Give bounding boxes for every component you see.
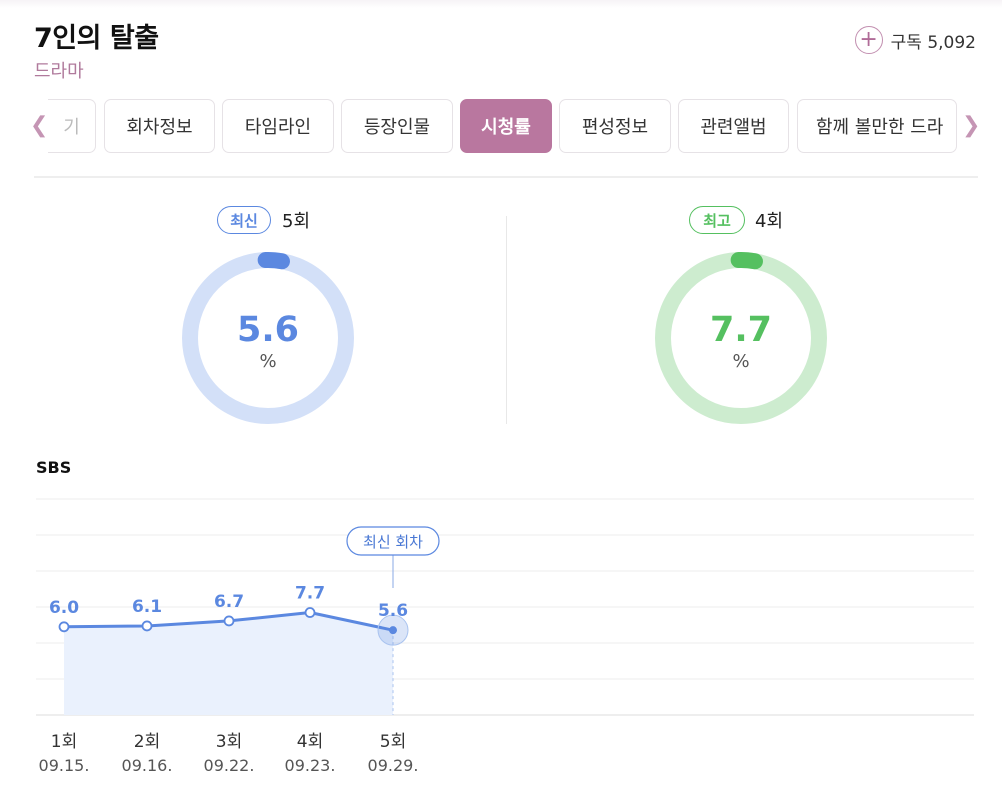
subscribe-label: 구독 5,092 — [890, 32, 976, 53]
data-label: 6.0 — [49, 598, 79, 618]
tab-timeline[interactable]: 타임라인 — [222, 99, 334, 153]
latest-rating-gauge — [182, 252, 354, 424]
chevron-right-icon[interactable]: ❯ — [962, 113, 981, 138]
tab-cast[interactable]: 등장인물 — [341, 99, 453, 153]
tab-related-album[interactable]: 관련앨범 — [678, 99, 789, 153]
tab-schedule[interactable]: 편성정보 — [559, 99, 671, 153]
tab-ratings[interactable]: 시청률 — [460, 99, 552, 153]
latest-badge: 최신 — [217, 206, 271, 234]
ratings-line-chart: 6.0 1회 09.15. 6.1 2회 09.16. 6.7 3회 09.22. 7.7 4회 09… — [36, 498, 974, 775]
data-label: 5.6 — [378, 601, 408, 621]
tab-recommended-partial[interactable]: 함께 볼만한 드라 — [797, 99, 957, 153]
program-genre[interactable]: 드라마 — [34, 61, 84, 82]
x-date-label: 09.22. — [204, 756, 255, 775]
data-point[interactable] — [223, 615, 235, 627]
best-rating-unit: % — [732, 351, 750, 372]
latest-episode: 5회 — [282, 211, 311, 232]
data-label: 6.7 — [214, 592, 244, 612]
data-point[interactable] — [389, 626, 397, 635]
x-date-label: 09.29. — [368, 756, 419, 775]
x-date-label: 09.16. — [122, 756, 173, 775]
data-label: 6.1 — [132, 597, 162, 617]
tab-prev-partial[interactable]: 기 — [48, 99, 96, 153]
tab-episode-info[interactable]: 회차정보 — [104, 99, 215, 153]
x-tick-label: 2회 — [134, 732, 160, 752]
data-label: 7.7 — [295, 584, 325, 604]
top-gradient-bar — [0, 0, 1002, 8]
program-title: 7인의 탈출 — [34, 23, 159, 54]
best-badge: 최고 — [689, 206, 745, 234]
best-rating-gauge — [655, 252, 827, 424]
x-tick-label: 5회 — [380, 732, 406, 752]
chevron-left-icon[interactable]: ❮ — [30, 113, 49, 138]
x-date-label: 09.15. — [39, 756, 90, 775]
tab-bar: ❮ 기 회차정보 타임라인 등장인물 시청률 편성정보 관련앨범 함께 볼만한 … — [0, 99, 1002, 155]
broadcaster-label: SBS — [36, 458, 72, 477]
latest-rating-unit: % — [259, 351, 277, 372]
gauge-indicator — [730, 252, 763, 270]
data-point[interactable] — [304, 607, 316, 618]
x-tick-label: 3회 — [216, 732, 242, 752]
plus-icon: + — [854, 26, 883, 54]
gauge-indicator — [257, 252, 290, 270]
callout-label: 최신 회차 — [363, 533, 423, 551]
best-episode: 4회 — [755, 211, 784, 232]
latest-rating-value: 5.6 — [236, 310, 299, 350]
data-point[interactable] — [141, 620, 153, 632]
data-point[interactable] — [58, 621, 70, 633]
best-rating-value: 7.7 — [709, 310, 772, 350]
x-tick-label: 1회 — [51, 732, 77, 752]
callout-bubble — [346, 526, 440, 556]
vertical-divider — [506, 216, 507, 424]
x-date-label: 09.23. — [285, 756, 336, 775]
x-tick-label: 4회 — [297, 732, 323, 752]
section-divider — [34, 176, 978, 178]
subscribe-button[interactable]: + 구독 5,092 — [854, 26, 976, 54]
chart-area — [64, 612, 393, 715]
